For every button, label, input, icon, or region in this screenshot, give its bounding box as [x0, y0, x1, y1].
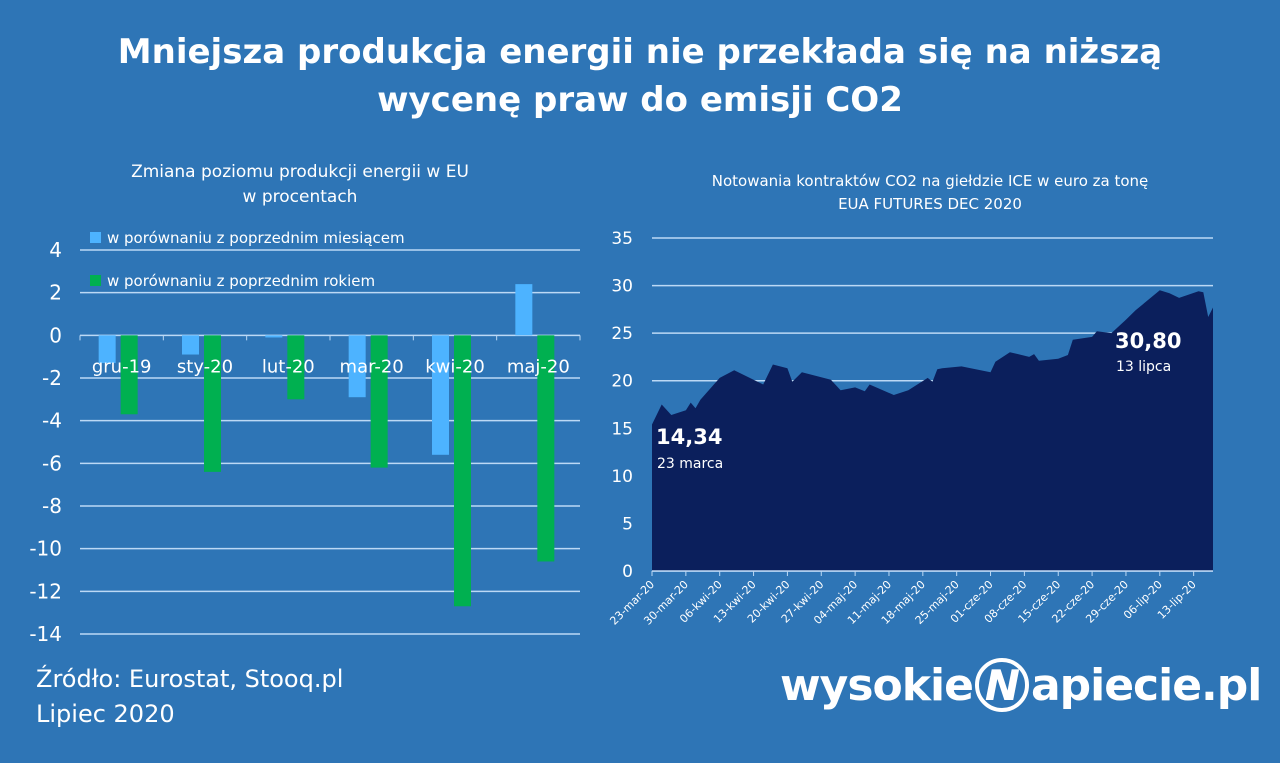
bar-monthly	[98, 335, 116, 364]
logo-text-right: apiecie.pl	[1030, 659, 1262, 711]
bar-monthly	[515, 284, 533, 336]
y-tick-label: -12	[29, 579, 62, 603]
bar-yearly	[287, 335, 305, 400]
left-chart-title: Zmiana poziomu produkcji energii w EU w …	[40, 160, 560, 210]
logo-text-left: wysokie	[780, 659, 974, 711]
annotation-end-value: 30,80	[1115, 329, 1181, 353]
date-line: Lipiec 2020	[36, 700, 175, 728]
y-tick-label: 2	[49, 281, 62, 305]
x-category-label: kwi-20	[425, 356, 485, 377]
legend-swatch	[90, 232, 101, 243]
y-tick-label: 10	[611, 467, 633, 487]
legend-label: w porównaniu z poprzednim rokiem	[107, 272, 375, 290]
y-tick-label: -10	[29, 537, 62, 561]
y-tick-label: -8	[42, 494, 62, 518]
y-tick-label: -14	[29, 622, 62, 646]
y-tick-label: 35	[611, 229, 633, 249]
logo: wysokie N apiecie.pl	[780, 658, 1262, 712]
right-chart-title-line-1: Notowania kontraktów CO2 na giełdzie ICE…	[711, 172, 1149, 190]
annotation-end-date: 13 lipca	[1116, 359, 1171, 375]
bar-monthly	[265, 335, 283, 338]
legend-label: w porównaniu z poprzednim miesiącem	[107, 229, 405, 247]
annotation-start-value: 14,34	[656, 425, 722, 449]
y-tick-label: 30	[611, 277, 633, 297]
y-tick-label: 20	[611, 372, 633, 392]
bar-yearly	[120, 335, 138, 415]
bar-monthly	[348, 335, 366, 398]
bar-monthly	[182, 335, 199, 355]
title-line-2: wycenę praw do emisji CO2	[377, 80, 903, 120]
bar-yearly	[370, 335, 388, 468]
bar-yearly	[537, 335, 555, 562]
y-tick-label: 4	[49, 238, 62, 262]
y-tick-label: -4	[42, 409, 62, 433]
y-tick-label: 0	[622, 562, 633, 582]
legend-swatch	[90, 275, 101, 286]
source-note: Źródło: Eurostat, Stooq.pl Lipiec 2020	[36, 662, 343, 732]
page-title: Mniejsza produkcja energii nie przekłada…	[0, 28, 1280, 124]
right-chart-title-line-2: EUA FUTURES DEC 2020	[838, 195, 1022, 213]
x-category-label: maj-20	[507, 356, 570, 377]
y-tick-label: -2	[42, 366, 62, 390]
y-tick-label: 0	[49, 323, 62, 347]
annotation-start-date: 23 marca	[657, 456, 723, 472]
price-area	[652, 290, 1213, 571]
y-tick-label: -6	[42, 451, 62, 475]
x-category-label: sty-20	[177, 356, 233, 377]
title-line-1: Mniejsza produkcja energii nie przekłada…	[117, 32, 1163, 72]
x-category-label: lut-20	[262, 356, 315, 377]
lightning-n-icon: N	[974, 658, 1029, 712]
x-category-label: gru-19	[92, 356, 152, 377]
bar-monthly	[432, 335, 449, 455]
y-tick-label: 5	[622, 514, 633, 534]
right-chart-title: Notowania kontraktów CO2 na giełdzie ICE…	[620, 170, 1240, 216]
source-line: Źródło: Eurostat, Stooq.pl	[36, 665, 344, 693]
left-chart-title-line-1: Zmiana poziomu produkcji energii w EU	[131, 162, 469, 182]
y-tick-label: 25	[611, 324, 633, 344]
x-category-label: mar-20	[340, 356, 404, 377]
bar-yearly	[454, 335, 471, 607]
left-chart-title-line-2: w procentach	[242, 187, 358, 207]
y-tick-label: 15	[611, 419, 633, 439]
bar-yearly	[204, 335, 221, 472]
